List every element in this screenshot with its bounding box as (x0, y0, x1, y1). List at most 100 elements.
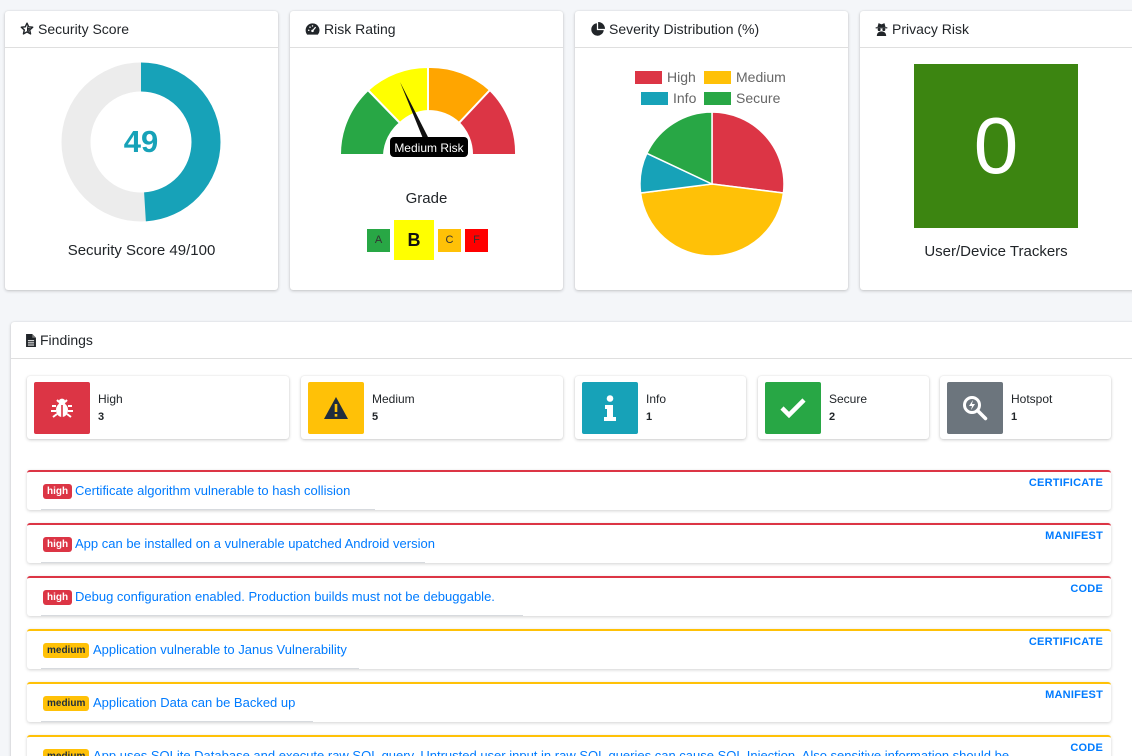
finding-category: CERTIFICATE (1028, 636, 1103, 648)
severity-badge: high (43, 484, 73, 499)
severity-badge: medium (43, 643, 90, 658)
gauge-label: Medium Risk (394, 141, 464, 155)
stat-label: Medium (372, 392, 415, 406)
finding-title-link[interactable]: Debug configuration enabled. Production … (75, 589, 495, 604)
stat-hotspot[interactable]: Hotspot 1 (940, 376, 1111, 439)
grade-scale: A B C F (367, 220, 488, 260)
privacy-risk-card: Privacy Risk 0 User/Device Trackers (860, 11, 1132, 290)
grade-f: F (465, 228, 488, 252)
stat-secure[interactable]: Secure 2 (758, 376, 929, 439)
finding-row[interactable]: medium App uses SQLite Database and exec… (27, 735, 1111, 756)
security-score-card: Security Score 49 Security Score 49/100 (5, 11, 278, 290)
finding-title-link[interactable]: Application vulnerable to Janus Vulnerab… (93, 642, 347, 657)
security-score-title: Security Score (38, 21, 130, 37)
finding-row[interactable]: high App can be installed on a vulnerabl… (27, 523, 1111, 563)
risk-gauge: Medium Risk (338, 65, 518, 157)
row-divider (41, 721, 313, 722)
findings-header: Findings (11, 322, 1132, 359)
row-divider (41, 562, 425, 563)
privacy-title: Privacy Risk (892, 21, 970, 37)
stat-label: High (98, 392, 123, 406)
security-score-donut (61, 62, 221, 222)
stat-high[interactable]: High 3 (27, 376, 289, 439)
severity-badge: high (43, 537, 73, 552)
check-icon (765, 381, 821, 434)
finding-title-link[interactable]: Application Data can be Backed up (93, 695, 296, 710)
findings-title: Findings (40, 332, 93, 348)
privacy-header: Privacy Risk (860, 11, 1132, 48)
grade-title: Grade (405, 190, 448, 207)
risk-rating-card: Risk Rating Medium Risk Grade A B C F (290, 11, 563, 290)
pie-slice-high[interactable] (711, 111, 785, 194)
warning-icon (308, 381, 364, 434)
row-divider (41, 668, 359, 669)
legend-swatch (704, 91, 731, 105)
legend-label: High (667, 69, 696, 85)
finding-category: CODE (1070, 583, 1103, 595)
finding-category: CERTIFICATE (1028, 477, 1103, 489)
legend-label: Secure (736, 90, 781, 106)
legend-item-info[interactable]: Info (641, 90, 696, 106)
finding-row[interactable]: high Debug configuration enabled. Produc… (27, 576, 1111, 616)
row-divider (41, 509, 375, 510)
stat-label: Secure (829, 392, 868, 406)
severity-header: Severity Distribution (%) (575, 11, 848, 48)
gauge-icon (305, 23, 320, 35)
stat-medium[interactable]: Medium 5 (301, 376, 563, 439)
stat-count: 5 (372, 411, 379, 423)
legend-item-secure[interactable]: Secure (704, 90, 780, 106)
grade-a: A (367, 228, 390, 252)
finding-title-link[interactable]: App can be installed on a vulnerable upa… (75, 536, 435, 551)
stat-label: Hotspot (1011, 392, 1053, 406)
stat-count: 1 (646, 411, 653, 423)
legend-label: Medium (736, 69, 786, 85)
grade-c: C (438, 228, 461, 252)
stat-count: 2 (829, 411, 836, 423)
security-score-header: Security Score (5, 11, 278, 48)
legend-swatch (635, 70, 662, 84)
file-icon (26, 333, 36, 347)
pie-slice-medium[interactable] (639, 183, 785, 257)
finding-category: MANIFEST (1045, 530, 1103, 542)
stat-count: 3 (98, 411, 105, 423)
finding-category: CODE (1070, 742, 1103, 754)
row-divider (41, 615, 523, 616)
legend-item-medium[interactable]: Medium (704, 69, 786, 85)
finding-title-link[interactable]: Certificate algorithm vulnerable to hash… (75, 483, 351, 498)
finding-row[interactable]: high Certificate algorithm vulnerable to… (27, 470, 1111, 510)
stat-info[interactable]: Info 1 (575, 376, 746, 439)
info-icon (582, 381, 638, 434)
pie-slice-secure[interactable] (645, 111, 713, 186)
tracker-count: 0 (914, 64, 1078, 228)
stat-count: 1 (1011, 411, 1018, 423)
finding-row[interactable]: medium Application vulnerable to Janus V… (27, 629, 1111, 669)
bug-icon (34, 381, 90, 434)
hotspot-search-icon (947, 381, 1003, 434)
stat-label: Info (646, 392, 667, 406)
spy-icon (875, 23, 888, 36)
gauge-needle (400, 82, 429, 141)
star-icon (20, 22, 34, 35)
findings-card: Findings High 3 Medium 5 Info 1 Secure 2 Hot… (11, 322, 1132, 756)
risk-rating-title: Risk Rating (324, 21, 396, 37)
severity-badge: high (43, 590, 73, 605)
severity-badge: medium (43, 696, 90, 711)
tracker-caption: User/Device Trackers (924, 243, 1068, 260)
finding-category: MANIFEST (1045, 689, 1103, 701)
pie-chart-icon (591, 21, 605, 36)
severity-pie-chart (639, 111, 785, 257)
severity-badge: medium (43, 749, 90, 756)
gauge-segment-high (457, 88, 518, 156)
risk-rating-header: Risk Rating (290, 11, 563, 48)
legend-item-high[interactable]: High (635, 69, 696, 85)
legend-label: Info (673, 90, 697, 106)
grade-b-selected: B (394, 220, 434, 260)
legend-swatch (641, 91, 668, 105)
security-score-value: 49 (123, 124, 159, 159)
finding-row[interactable]: medium Application Data can be Backed up… (27, 682, 1111, 722)
severity-distribution-card: Severity Distribution (%) High Medium In… (575, 11, 848, 290)
finding-title-link[interactable]: App uses SQLite Database and execute raw… (93, 748, 1010, 756)
security-score-caption: Security Score 49/100 (67, 242, 216, 259)
severity-title: Severity Distribution (%) (609, 21, 760, 37)
legend-swatch (704, 70, 731, 84)
